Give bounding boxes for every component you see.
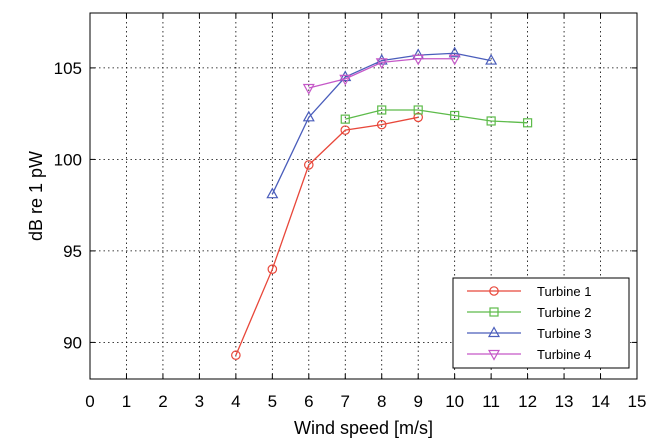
legend-item-turbine-3: Turbine 3 <box>467 326 591 341</box>
x-tick-label: 12 <box>518 392 537 411</box>
data-point-turbine-2 <box>377 105 387 115</box>
series-layer <box>231 46 533 361</box>
data-point-turbine-4 <box>412 54 425 66</box>
data-point-turbine-3 <box>302 110 315 122</box>
x-tick-label: 3 <box>195 392 204 411</box>
data-point-turbine-2 <box>522 118 533 128</box>
data-point-turbine-3 <box>485 53 498 65</box>
legend-label: Turbine 4 <box>537 347 591 362</box>
legend-item-turbine-2: Turbine 2 <box>467 305 591 320</box>
data-point-turbine-3 <box>375 53 388 65</box>
data-point-turbine-2 <box>486 116 496 126</box>
y-tick-label: 95 <box>63 242 82 261</box>
x-tick-label: 9 <box>413 392 422 411</box>
x-tick-label: 2 <box>158 392 167 411</box>
legend-label: Turbine 3 <box>537 326 591 341</box>
data-point-turbine-1 <box>303 160 314 170</box>
data-point-turbine-2 <box>413 105 423 115</box>
series-turbine-2 <box>340 105 533 128</box>
x-tick-label: 8 <box>377 392 386 411</box>
series-line-turbine-3 <box>271 52 492 195</box>
legend-swatch-marker <box>489 307 499 317</box>
y-axis-label: dB re 1 pW <box>26 151 46 241</box>
data-point-turbine-1 <box>376 119 387 130</box>
data-point-turbine-1 <box>267 264 278 274</box>
data-point-turbine-4 <box>448 54 461 66</box>
x-tick-label: 1 <box>122 392 131 411</box>
series-turbine-4 <box>302 54 461 95</box>
x-tick-label: 5 <box>268 392 277 411</box>
series-line-turbine-4 <box>308 58 455 89</box>
y-tick-label: 105 <box>54 59 82 78</box>
x-tick-label: 14 <box>591 392 610 411</box>
x-axis-label: Wind speed [m/s] <box>294 418 433 438</box>
data-point-turbine-1 <box>340 125 351 135</box>
legend-swatch-marker <box>489 286 499 296</box>
legend-label: Turbine 1 <box>537 284 591 299</box>
legend: Turbine 1 Turbine 2 Turbine 3 Turbine 4 <box>452 277 630 369</box>
x-tick-label: 11 <box>482 392 500 411</box>
legend-swatch-marker <box>487 326 501 338</box>
data-point-turbine-3 <box>448 46 461 58</box>
series-turbine-1 <box>231 112 423 361</box>
data-point-turbine-3 <box>266 187 279 199</box>
plot-frame <box>89 12 638 380</box>
y-tick-label: 100 <box>54 150 82 169</box>
x-tick-label: 7 <box>341 392 350 411</box>
legend-swatch-marker <box>487 349 501 361</box>
y-tick-label: 90 <box>63 333 82 352</box>
legend-label: Turbine 2 <box>537 305 591 320</box>
data-point-turbine-1 <box>231 350 241 361</box>
x-tick-label: 15 <box>628 392 647 411</box>
data-point-turbine-4 <box>375 58 388 70</box>
legend-item-turbine-4: Turbine 4 <box>467 347 591 362</box>
legend-box <box>452 277 630 369</box>
x-tick-label: 0 <box>85 392 94 411</box>
data-point-turbine-2 <box>340 114 350 124</box>
data-point-turbine-1 <box>413 112 423 123</box>
x-tick-label: 6 <box>304 392 313 411</box>
series-line-turbine-1 <box>235 116 419 356</box>
legend-item-turbine-1: Turbine 1 <box>467 284 591 299</box>
x-tick-label: 10 <box>445 392 464 411</box>
data-point-turbine-2 <box>450 110 460 121</box>
data-point-turbine-4 <box>302 83 315 95</box>
series-line-turbine-2 <box>345 109 528 124</box>
data-point-turbine-4 <box>339 74 352 86</box>
x-tick-label: 4 <box>231 392 240 411</box>
data-point-turbine-3 <box>339 70 352 82</box>
x-tick-label: 13 <box>555 392 574 411</box>
